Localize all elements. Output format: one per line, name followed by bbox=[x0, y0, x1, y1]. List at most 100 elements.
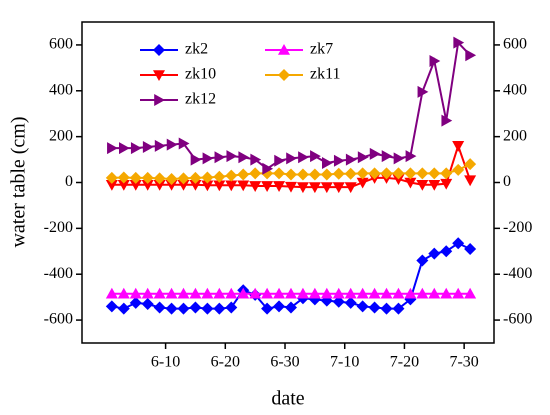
y2-tick-label: 200 bbox=[503, 127, 527, 144]
legend-label: zk10 bbox=[185, 66, 216, 83]
marker bbox=[345, 153, 357, 166]
marker bbox=[117, 171, 130, 184]
marker bbox=[177, 179, 190, 191]
marker bbox=[320, 287, 333, 299]
marker bbox=[428, 179, 441, 191]
marker bbox=[225, 180, 238, 192]
marker bbox=[178, 137, 190, 150]
marker bbox=[165, 173, 178, 186]
marker bbox=[273, 181, 286, 192]
marker bbox=[380, 287, 393, 299]
marker bbox=[141, 179, 154, 191]
marker bbox=[225, 301, 238, 314]
marker bbox=[392, 167, 405, 180]
marker bbox=[332, 182, 345, 194]
marker bbox=[261, 302, 274, 315]
marker bbox=[452, 163, 465, 176]
marker bbox=[189, 171, 202, 184]
marker bbox=[261, 181, 274, 192]
x-tick-label: 6-20 bbox=[211, 354, 240, 371]
marker bbox=[117, 179, 130, 191]
marker bbox=[333, 154, 345, 167]
marker bbox=[273, 167, 286, 180]
marker bbox=[404, 287, 417, 299]
marker bbox=[356, 300, 369, 313]
marker bbox=[465, 49, 477, 62]
marker bbox=[404, 177, 417, 189]
marker bbox=[298, 151, 309, 164]
marker bbox=[464, 158, 477, 171]
marker bbox=[213, 287, 226, 299]
y-axis-label: water table (cm) bbox=[8, 116, 30, 247]
legend-marker bbox=[153, 44, 165, 56]
marker bbox=[464, 242, 477, 255]
y-tick-label: -200 bbox=[44, 219, 73, 236]
marker bbox=[393, 152, 405, 165]
x-tick-label: 6-10 bbox=[151, 354, 180, 371]
series-line bbox=[111, 40, 471, 170]
marker bbox=[356, 287, 369, 299]
marker bbox=[440, 245, 453, 258]
marker bbox=[284, 287, 297, 299]
legend-marker bbox=[278, 44, 290, 55]
marker bbox=[357, 151, 369, 164]
marker bbox=[177, 172, 190, 185]
marker bbox=[380, 302, 393, 315]
marker bbox=[105, 287, 118, 299]
marker bbox=[332, 287, 345, 299]
marker bbox=[452, 141, 465, 152]
marker bbox=[332, 167, 345, 180]
marker bbox=[416, 254, 429, 267]
marker bbox=[320, 182, 333, 194]
marker bbox=[440, 167, 453, 180]
marker bbox=[105, 179, 118, 191]
marker bbox=[332, 295, 345, 308]
marker bbox=[190, 153, 202, 166]
marker bbox=[225, 169, 238, 182]
marker bbox=[428, 287, 441, 299]
y2-tick-label: -200 bbox=[503, 219, 532, 236]
marker bbox=[117, 287, 130, 299]
y-tick-label: 400 bbox=[49, 81, 73, 98]
marker bbox=[392, 302, 405, 315]
marker bbox=[154, 139, 166, 152]
series-line bbox=[111, 142, 472, 189]
marker bbox=[105, 300, 118, 313]
marker bbox=[249, 181, 262, 192]
marker bbox=[142, 140, 154, 153]
marker bbox=[441, 114, 453, 127]
legend-label: zk11 bbox=[310, 66, 341, 83]
marker bbox=[105, 171, 118, 184]
marker bbox=[153, 301, 166, 314]
marker bbox=[273, 287, 286, 299]
marker bbox=[130, 142, 142, 155]
marker bbox=[416, 167, 429, 180]
legend-marker bbox=[153, 70, 165, 81]
marker bbox=[392, 287, 405, 299]
marker bbox=[249, 287, 262, 299]
marker bbox=[225, 287, 238, 299]
marker bbox=[129, 296, 142, 309]
marker bbox=[429, 54, 441, 67]
marker bbox=[453, 36, 465, 49]
marker bbox=[237, 168, 250, 181]
marker bbox=[392, 174, 405, 186]
marker bbox=[214, 151, 226, 164]
marker bbox=[189, 301, 202, 314]
marker bbox=[237, 287, 250, 299]
marker bbox=[274, 154, 286, 167]
marker bbox=[416, 287, 429, 299]
marker bbox=[165, 179, 178, 191]
y-tick-label: 200 bbox=[49, 127, 73, 144]
marker bbox=[177, 302, 190, 315]
marker bbox=[250, 153, 262, 166]
marker bbox=[440, 178, 453, 190]
marker bbox=[177, 287, 190, 299]
marker bbox=[452, 287, 465, 299]
marker bbox=[404, 167, 417, 180]
y2-tick-label: 0 bbox=[503, 173, 511, 190]
marker bbox=[380, 167, 393, 180]
marker bbox=[249, 167, 262, 180]
marker bbox=[129, 171, 142, 184]
